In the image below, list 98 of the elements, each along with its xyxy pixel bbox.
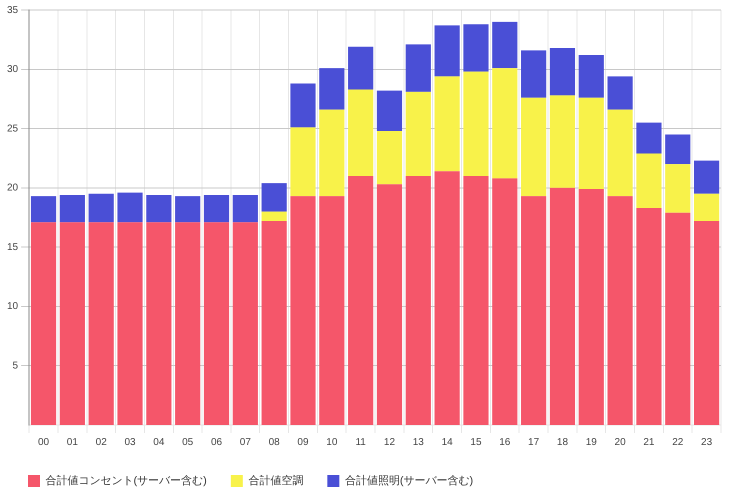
bar (60, 222, 85, 425)
bar (578, 189, 604, 425)
bar (117, 222, 143, 425)
bar (376, 90, 402, 131)
bar (204, 222, 230, 425)
bar (578, 55, 604, 98)
bar (232, 194, 258, 222)
x-tick-label: 03 (124, 436, 136, 448)
bar (319, 196, 344, 425)
bar (88, 194, 114, 222)
y-tick-label: 10 (7, 301, 19, 312)
bar (550, 48, 576, 96)
x-tick-label: 08 (268, 436, 280, 448)
bar (636, 122, 662, 154)
bar (463, 176, 489, 425)
x-tick-label: 10 (326, 436, 338, 448)
bar (665, 164, 690, 213)
bar (665, 212, 690, 425)
x-tick-label: 22 (672, 436, 684, 448)
bar (406, 92, 431, 176)
bar (290, 84, 316, 128)
bar (406, 176, 431, 425)
y-tick-label: 5 (12, 360, 19, 372)
bar (694, 160, 720, 194)
y-tick-label: 30 (7, 64, 19, 76)
bar (434, 171, 460, 425)
bar (60, 194, 85, 222)
bar (463, 24, 489, 72)
bar (694, 221, 720, 425)
bar (348, 176, 374, 425)
bar (406, 44, 431, 92)
bar (608, 196, 633, 425)
y-tick-label: 20 (7, 182, 19, 194)
x-tick-label: 18 (556, 436, 568, 448)
x-tick-label: 00 (38, 436, 50, 448)
bar (232, 222, 258, 425)
bar (376, 184, 402, 425)
legend-label: 合計値照明(サーバー含む) (344, 474, 474, 488)
bar (146, 222, 172, 425)
bar (262, 221, 287, 425)
x-tick-label: 12 (384, 436, 396, 448)
bar (492, 68, 518, 178)
x-tick-label: 17 (528, 436, 540, 448)
bar (262, 212, 287, 222)
bar (521, 196, 546, 425)
bar (319, 110, 344, 196)
x-tick-label: 06 (210, 436, 223, 448)
bar (117, 192, 143, 222)
x-tick-label: 09 (297, 436, 309, 448)
x-tick-label: 01 (66, 436, 78, 448)
bar (463, 72, 489, 176)
x-tick-label: 05 (182, 436, 194, 448)
bar (348, 46, 374, 90)
bar (636, 153, 662, 208)
bar (146, 194, 172, 222)
x-tick-label: 11 (355, 436, 366, 448)
bar (262, 183, 287, 212)
legend-label: 合計値コンセント(サーバー含む) (46, 474, 207, 488)
x-tick-label: 14 (442, 436, 454, 448)
x-tick-label: 04 (153, 436, 165, 448)
bar (434, 76, 460, 172)
bar (88, 222, 114, 425)
x-tick-label: 07 (240, 436, 252, 448)
bar (290, 196, 316, 425)
bar (30, 222, 56, 425)
bar (636, 208, 662, 425)
bar (521, 50, 546, 98)
x-tick-label: 21 (643, 436, 655, 448)
bar (608, 110, 633, 196)
x-tick-label: 13 (412, 436, 424, 448)
bar (694, 194, 720, 222)
bar (434, 25, 460, 76)
bar (665, 134, 690, 164)
x-tick-label: 15 (470, 436, 482, 448)
bar (376, 130, 402, 184)
bar (348, 89, 374, 176)
x-tick-label: 02 (96, 436, 108, 448)
bar (578, 98, 604, 190)
bar (175, 196, 200, 222)
bar (492, 22, 518, 68)
x-tick-label: 16 (499, 436, 511, 448)
bar (521, 98, 546, 196)
x-tick-label: 23 (701, 436, 713, 448)
y-tick-label: 25 (7, 123, 19, 134)
bar (290, 127, 316, 196)
x-tick-label: 20 (614, 436, 626, 448)
bar (608, 76, 633, 110)
bar (550, 188, 576, 425)
bar (30, 196, 56, 222)
bar (550, 95, 576, 188)
bar (204, 194, 230, 222)
x-tick-label: 19 (586, 436, 598, 448)
bar (492, 178, 518, 425)
legend-label: 合計値空調 (248, 474, 304, 488)
y-tick-label: 15 (7, 242, 19, 253)
bar (175, 222, 200, 425)
y-tick-label: 35 (7, 4, 19, 16)
bar (319, 68, 344, 110)
